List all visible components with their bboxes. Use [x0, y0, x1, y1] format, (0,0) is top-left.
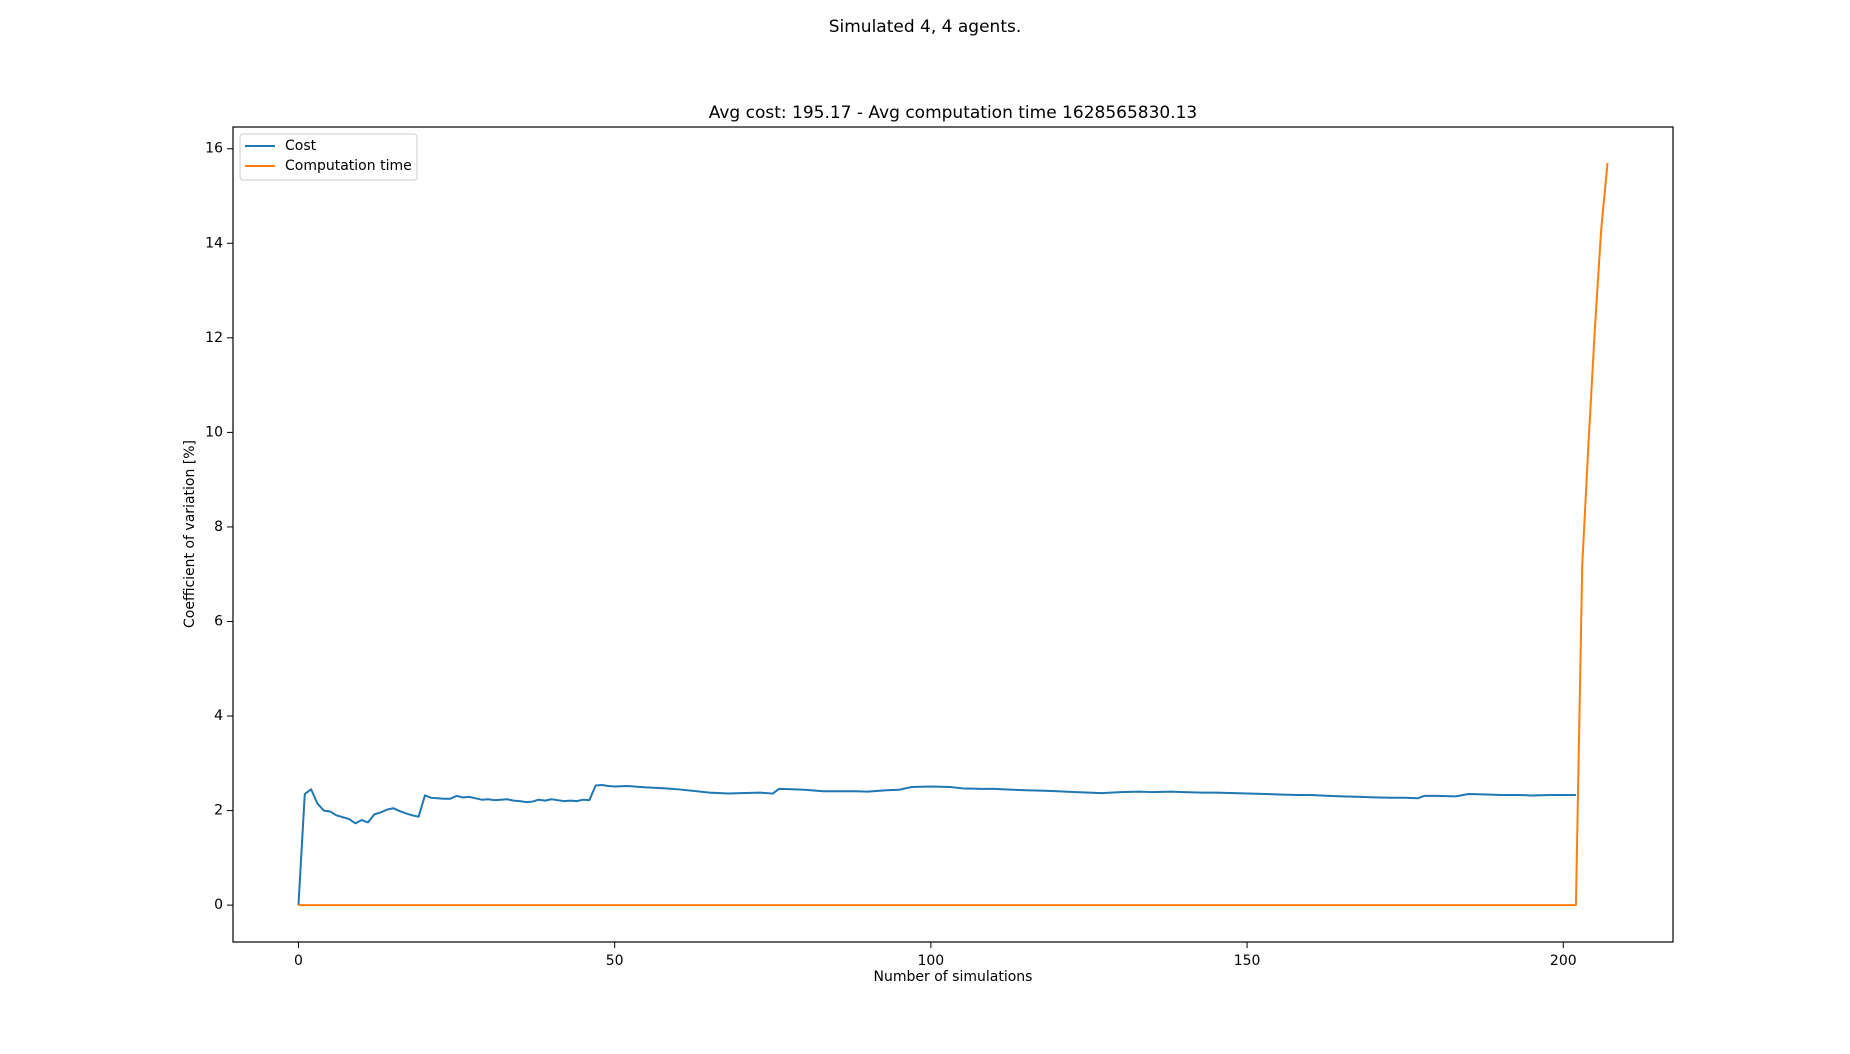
x-tick-label: 100 — [917, 953, 944, 969]
y-tick-label: 16 — [205, 141, 223, 157]
legend-label-computation-time: Computation time — [285, 158, 412, 174]
legend-label-cost: Cost — [285, 138, 317, 154]
y-tick-label: 14 — [205, 235, 223, 251]
y-tick-label: 10 — [205, 424, 223, 440]
y-tick-label: 8 — [214, 519, 223, 535]
y-tick-label: 4 — [214, 708, 223, 724]
x-tick-label: 50 — [606, 953, 624, 969]
legend: Cost Computation time — [239, 133, 418, 181]
series-line-computation-time — [298, 162, 1609, 907]
y-tick-label: 12 — [205, 330, 223, 346]
y-tick-label: 0 — [214, 897, 223, 913]
x-tick-label: 0 — [294, 953, 303, 969]
x-axis-ticks: 0 50 100 150 200 — [294, 942, 1577, 969]
y-axis-label: Coefficient of variation [%] — [182, 440, 198, 628]
series-line-cost — [297, 784, 1576, 906]
y-axis-ticks: 0 2 4 6 8 10 12 14 16 — [205, 141, 233, 913]
chart-title: Avg cost: 195.17 - Avg computation time … — [709, 103, 1198, 123]
plot-area — [297, 162, 1609, 907]
axes-frame — [232, 126, 1674, 943]
figure-suptitle: Simulated 4, 4 agents. — [829, 17, 1022, 37]
y-tick-label: 6 — [214, 613, 223, 629]
x-tick-label: 200 — [1550, 953, 1577, 969]
x-axis-label: Number of simulations — [874, 969, 1033, 985]
legend-box — [239, 133, 418, 181]
y-tick-label: 2 — [214, 803, 223, 819]
x-tick-label: 150 — [1234, 953, 1261, 969]
